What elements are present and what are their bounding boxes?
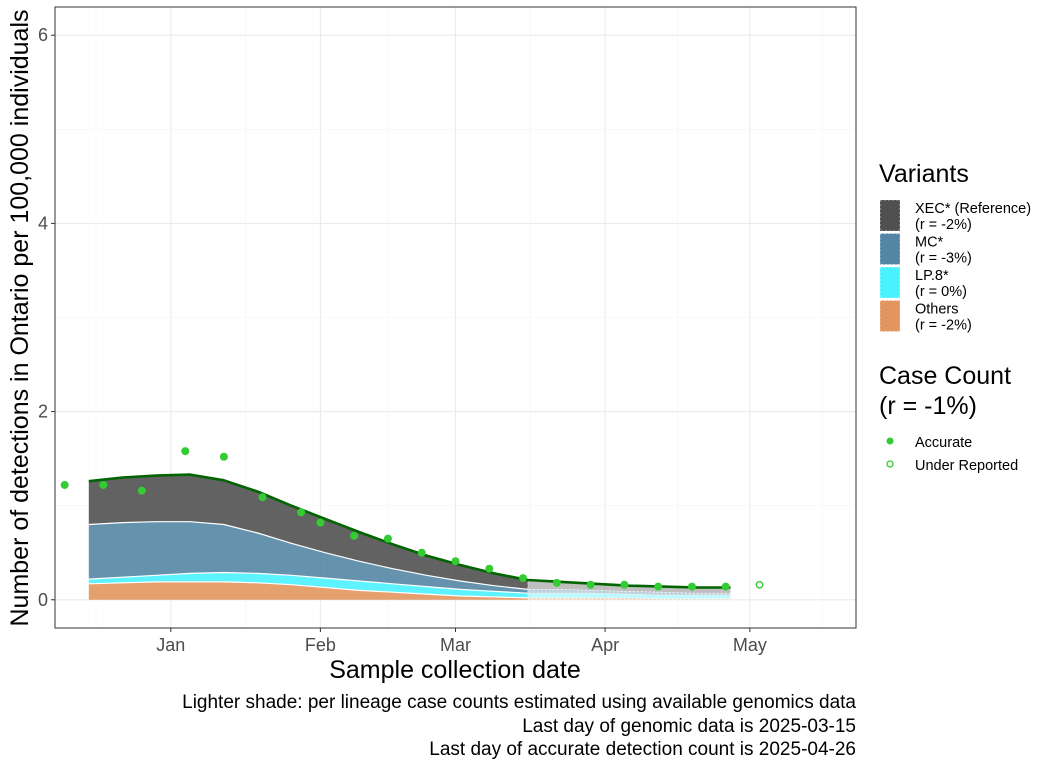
point-accurate bbox=[485, 564, 494, 573]
legend-swatch-mc bbox=[879, 233, 901, 265]
point-under-reported bbox=[755, 580, 764, 589]
area-mc bbox=[88, 521, 528, 594]
point-accurate bbox=[687, 582, 696, 591]
legend-r-lp-8: (r = 0%) bbox=[915, 284, 967, 300]
legend-accurate-marker bbox=[886, 437, 894, 445]
point-accurate bbox=[258, 493, 267, 502]
point-accurate bbox=[620, 580, 629, 589]
legend-label-lp-8: LP.8* bbox=[915, 268, 949, 284]
legend-label-mc: MC* bbox=[915, 235, 944, 251]
point-accurate bbox=[60, 480, 69, 489]
x-tick-label: Apr bbox=[591, 635, 619, 655]
point-accurate bbox=[654, 582, 663, 591]
area-others-estimated bbox=[527, 597, 731, 601]
y-tick-label: 4 bbox=[38, 213, 48, 233]
legend-swatch-xec-reference bbox=[879, 199, 901, 232]
legend-accurate-label: Accurate bbox=[915, 435, 972, 451]
area-lp-8-estimated bbox=[527, 592, 731, 600]
variants-legend-title: Variants bbox=[879, 160, 969, 188]
legend-label-xec-reference: XEC* (Reference) bbox=[915, 201, 1031, 217]
point-accurate bbox=[383, 534, 392, 543]
y-axis-title: Number of detections in Ontario per 100,… bbox=[6, 9, 34, 626]
point-accurate bbox=[181, 447, 190, 456]
point-accurate bbox=[350, 531, 359, 540]
area-mc-estimated bbox=[527, 589, 731, 596]
point-accurate bbox=[519, 574, 528, 583]
legend-r-xec-reference: (r = -2%) bbox=[915, 217, 972, 233]
legend-label-others: Others bbox=[915, 302, 959, 318]
legend-under-reported-marker bbox=[886, 460, 894, 468]
caption-line-1: Lighter shade: per lineage case counts e… bbox=[182, 692, 856, 713]
y-axis-ticks: 0 2 4 6 bbox=[38, 25, 55, 610]
point-accurate bbox=[99, 480, 108, 489]
x-tick-label: Mar bbox=[440, 635, 471, 655]
legend-r-others: (r = -2%) bbox=[915, 318, 972, 334]
grid bbox=[55, 7, 856, 628]
area-lp-8 bbox=[88, 572, 528, 598]
x-axis-ticks: Jan Feb Mar Apr May bbox=[156, 628, 767, 655]
point-accurate bbox=[316, 518, 325, 527]
case-count-legend-title: Case Count bbox=[879, 362, 1011, 390]
x-tick-label: Jan bbox=[156, 635, 185, 655]
variants-legend: XEC* (Reference)(r = -2%)MC*(r = -3%)LP.… bbox=[879, 199, 1031, 334]
x-axis-title: Sample collection date bbox=[329, 656, 581, 684]
case-count-points bbox=[60, 447, 764, 591]
point-accurate bbox=[721, 582, 730, 591]
point-accurate bbox=[552, 578, 561, 587]
x-tick-label: May bbox=[733, 635, 767, 655]
point-accurate bbox=[137, 486, 146, 495]
caption-line-2: Last day of genomic data is 2025-03-15 bbox=[522, 716, 856, 737]
legend-under-reported-label: Under Reported bbox=[915, 458, 1018, 474]
y-tick-label: 2 bbox=[38, 402, 48, 422]
point-accurate bbox=[451, 557, 460, 566]
y-tick-label: 0 bbox=[38, 590, 48, 610]
legend-r-mc: (r = -3%) bbox=[915, 251, 972, 267]
point-accurate bbox=[219, 452, 228, 461]
point-accurate bbox=[586, 580, 595, 589]
area-boundary bbox=[88, 571, 528, 594]
legend-swatch-lp-8 bbox=[879, 266, 901, 299]
area-xec-reference bbox=[88, 474, 528, 590]
x-tick-label: Feb bbox=[305, 635, 336, 655]
y-tick-label: 6 bbox=[38, 25, 48, 45]
case-count-legend-subtitle: (r = -1%) bbox=[879, 392, 977, 420]
area-boundary bbox=[88, 581, 528, 599]
caption-line-3: Last day of accurate detection count is … bbox=[429, 739, 856, 760]
point-accurate bbox=[297, 508, 306, 517]
point-accurate bbox=[417, 548, 426, 557]
stacked-areas bbox=[88, 474, 731, 601]
area-boundary bbox=[88, 521, 528, 590]
legend-swatch-others bbox=[879, 300, 901, 332]
area-others bbox=[88, 581, 528, 600]
